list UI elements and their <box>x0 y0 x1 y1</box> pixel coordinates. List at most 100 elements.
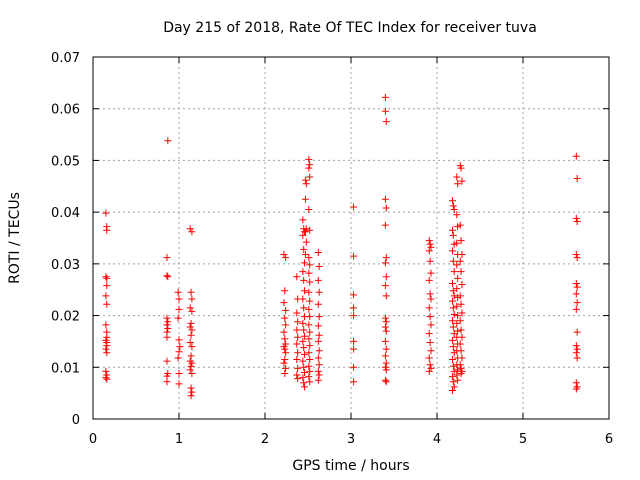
data-point <box>454 180 462 188</box>
data-point <box>187 319 195 327</box>
data-point <box>300 245 308 253</box>
data-point <box>299 357 307 365</box>
data-point <box>314 354 322 362</box>
data-point <box>306 378 314 386</box>
data-point <box>281 345 289 353</box>
data-point <box>448 317 456 325</box>
data-point <box>293 326 301 334</box>
data-point <box>293 356 301 364</box>
data-point <box>572 290 580 298</box>
data-point <box>282 364 290 372</box>
data-point <box>453 173 461 181</box>
data-point <box>300 379 308 387</box>
data-point <box>301 176 309 184</box>
data-point <box>305 373 313 381</box>
data-point <box>102 367 110 375</box>
data-point <box>458 251 466 259</box>
data-point <box>427 347 435 355</box>
data-point <box>382 254 390 262</box>
data-point <box>457 369 465 377</box>
data-point <box>163 333 171 341</box>
data-point <box>306 297 314 305</box>
x-tick-label: 2 <box>261 432 269 447</box>
data-point <box>102 345 110 353</box>
data-point <box>572 251 580 259</box>
data-point <box>381 259 389 267</box>
data-point <box>454 312 462 320</box>
plot-frame <box>92 56 610 420</box>
data-point <box>457 268 465 276</box>
data-point <box>103 349 111 357</box>
data-point <box>188 343 196 351</box>
data-point <box>314 322 322 330</box>
data-point <box>453 302 461 310</box>
data-point <box>426 338 434 346</box>
data-point <box>102 273 110 281</box>
data-point <box>572 152 580 160</box>
data-point <box>187 392 195 400</box>
data-point <box>188 369 196 377</box>
data-point <box>299 216 307 224</box>
data-point <box>350 291 358 299</box>
data-point <box>456 221 464 229</box>
y-tick-label: 0.02 <box>51 310 80 325</box>
data-point <box>314 367 322 375</box>
x-axis-title: GPS time / hours <box>292 458 409 474</box>
data-point <box>572 342 580 350</box>
data-point <box>294 349 302 357</box>
data-point <box>572 214 580 222</box>
data-point <box>305 288 313 296</box>
data-point <box>427 295 435 303</box>
data-point <box>305 349 313 357</box>
data-point <box>426 240 434 248</box>
data-point <box>427 364 435 372</box>
y-tick-label: 0.01 <box>51 361 80 376</box>
data-point <box>187 352 195 360</box>
data-point <box>300 326 308 334</box>
data-point <box>163 357 171 365</box>
data-point <box>175 336 183 344</box>
data-point <box>449 257 457 265</box>
data-point <box>103 274 111 282</box>
data-point <box>305 305 313 313</box>
data-point <box>187 362 195 370</box>
x-tick-label: 6 <box>605 432 613 447</box>
y-tick-label: 0.07 <box>51 51 80 66</box>
data-point <box>381 282 389 290</box>
data-point <box>382 273 390 281</box>
chart-title: Day 215 of 2018, Rate Of TEC Index for r… <box>163 20 537 36</box>
data-point <box>186 366 194 374</box>
data-point <box>306 313 314 321</box>
data-point <box>306 173 314 181</box>
data-point <box>454 366 462 374</box>
data-point <box>163 254 171 262</box>
data-point <box>306 261 314 269</box>
data-point <box>281 356 289 364</box>
data-point <box>448 280 456 288</box>
data-point <box>301 350 309 358</box>
data-point <box>453 261 461 269</box>
data-point <box>294 375 302 383</box>
data-point <box>350 304 358 312</box>
data-point <box>350 337 358 345</box>
data-point <box>164 137 172 145</box>
data-point <box>306 278 314 286</box>
data-point <box>382 359 390 367</box>
data-point <box>281 335 289 343</box>
data-point <box>448 373 456 381</box>
data-point <box>314 337 322 345</box>
y-tick-label: 0 <box>72 413 80 428</box>
data-point <box>381 323 389 331</box>
data-point <box>449 304 457 312</box>
data-point <box>454 376 462 384</box>
data-point <box>174 354 182 362</box>
data-point <box>426 361 434 369</box>
data-point <box>103 342 111 350</box>
data-point <box>350 203 358 211</box>
data-point <box>103 300 111 308</box>
data-point <box>453 211 461 219</box>
data-point <box>102 292 110 300</box>
data-point <box>314 300 322 308</box>
data-point <box>449 378 457 386</box>
